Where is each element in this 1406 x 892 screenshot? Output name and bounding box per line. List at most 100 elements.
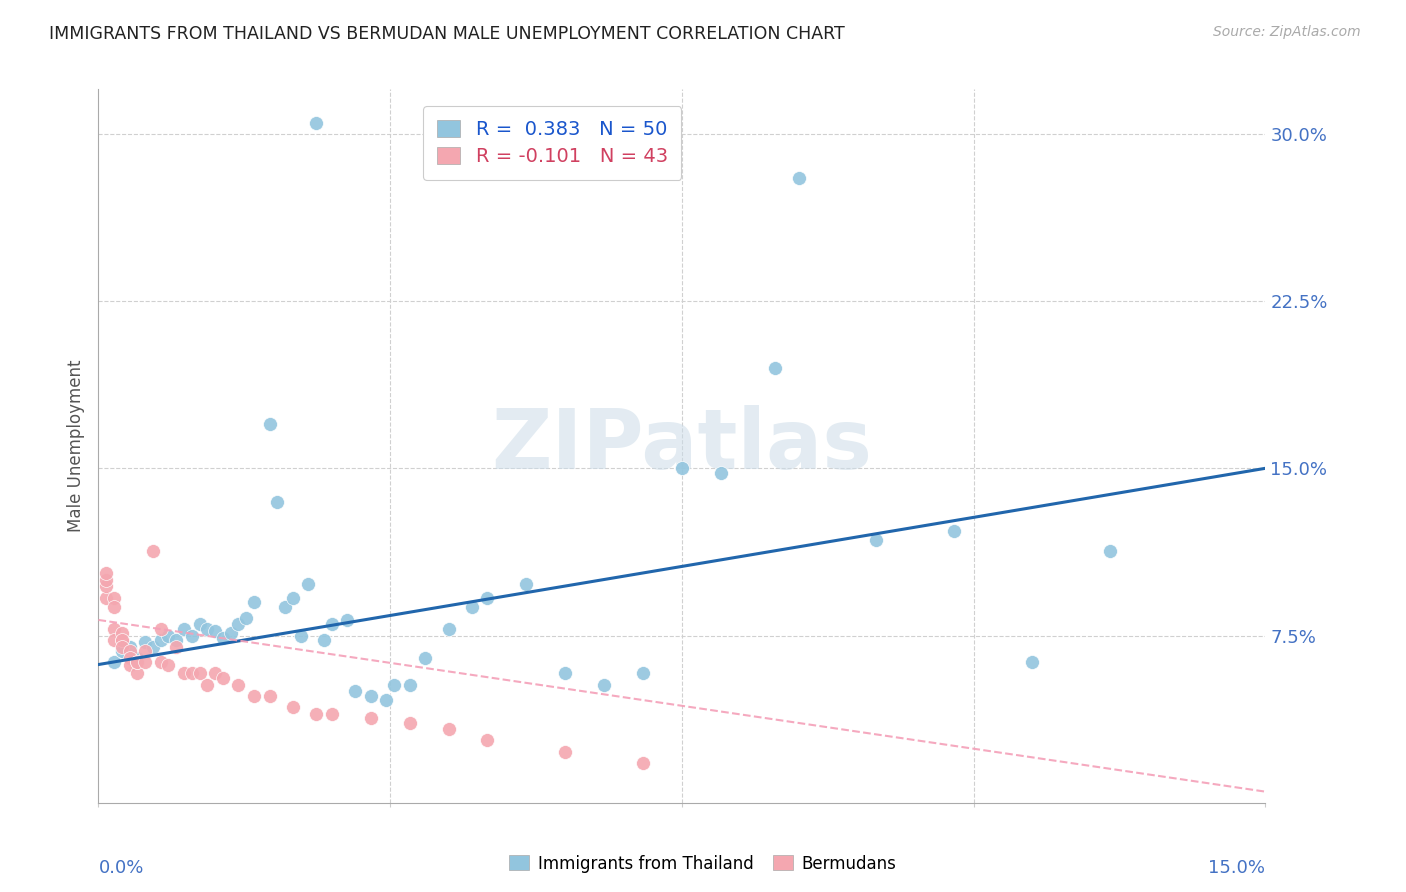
Point bbox=[165, 640, 187, 654]
Point bbox=[865, 533, 887, 547]
Point bbox=[142, 640, 165, 654]
Point bbox=[111, 633, 134, 648]
Point bbox=[127, 655, 149, 669]
Point bbox=[477, 591, 499, 605]
Point bbox=[321, 617, 343, 632]
Point bbox=[1021, 655, 1043, 669]
Point bbox=[259, 417, 281, 431]
Point bbox=[212, 631, 235, 645]
Point bbox=[134, 655, 156, 669]
Point bbox=[157, 628, 180, 642]
Point bbox=[212, 671, 235, 685]
Point bbox=[461, 599, 484, 614]
Point bbox=[118, 644, 141, 658]
Point bbox=[228, 678, 250, 692]
Point bbox=[103, 655, 125, 669]
Point bbox=[281, 699, 304, 714]
Legend: Immigrants from Thailand, Bermudans: Immigrants from Thailand, Bermudans bbox=[503, 848, 903, 880]
Point bbox=[134, 635, 156, 649]
Point bbox=[235, 610, 257, 624]
Point bbox=[127, 651, 149, 665]
Point bbox=[382, 678, 405, 692]
Point bbox=[149, 633, 172, 648]
Point bbox=[290, 628, 312, 642]
Point bbox=[96, 573, 118, 587]
Point bbox=[111, 626, 134, 640]
Point bbox=[127, 666, 149, 681]
Text: IMMIGRANTS FROM THAILAND VS BERMUDAN MALE UNEMPLOYMENT CORRELATION CHART: IMMIGRANTS FROM THAILAND VS BERMUDAN MAL… bbox=[49, 25, 845, 43]
Point bbox=[103, 599, 125, 614]
Point bbox=[188, 666, 211, 681]
Point bbox=[243, 595, 266, 609]
Point bbox=[305, 706, 328, 721]
Point bbox=[173, 666, 195, 681]
Point bbox=[195, 678, 218, 692]
Point bbox=[554, 666, 576, 681]
Point bbox=[398, 678, 420, 692]
Point bbox=[195, 622, 218, 636]
Point bbox=[127, 655, 149, 669]
Text: 0.0%: 0.0% bbox=[98, 858, 143, 877]
Point bbox=[274, 599, 297, 614]
Point bbox=[180, 628, 202, 642]
Point bbox=[281, 591, 304, 605]
Point bbox=[149, 655, 172, 669]
Point bbox=[710, 466, 733, 480]
Point bbox=[437, 723, 460, 737]
Point bbox=[344, 684, 367, 698]
Point bbox=[1098, 543, 1121, 558]
Point bbox=[180, 666, 202, 681]
Point bbox=[118, 640, 141, 654]
Point bbox=[593, 678, 616, 692]
Point bbox=[398, 715, 420, 730]
Point bbox=[96, 566, 118, 581]
Point bbox=[477, 733, 499, 747]
Point bbox=[413, 651, 436, 665]
Point bbox=[763, 360, 786, 375]
Point bbox=[787, 171, 810, 186]
Text: 15.0%: 15.0% bbox=[1208, 858, 1265, 877]
Point bbox=[219, 626, 242, 640]
Point bbox=[360, 711, 382, 725]
Point bbox=[103, 622, 125, 636]
Point bbox=[243, 689, 266, 703]
Point bbox=[103, 591, 125, 605]
Point bbox=[321, 706, 343, 721]
Point bbox=[188, 617, 211, 632]
Point bbox=[259, 689, 281, 703]
Point bbox=[134, 644, 156, 658]
Text: ZIPatlas: ZIPatlas bbox=[492, 406, 872, 486]
Point bbox=[157, 657, 180, 672]
Point bbox=[631, 666, 654, 681]
Point bbox=[103, 633, 125, 648]
Point bbox=[111, 644, 134, 658]
Point bbox=[111, 633, 134, 648]
Point bbox=[943, 524, 966, 538]
Point bbox=[118, 657, 141, 672]
Point bbox=[375, 693, 398, 707]
Point bbox=[149, 622, 172, 636]
Point bbox=[360, 689, 382, 703]
Point bbox=[96, 591, 118, 605]
Y-axis label: Male Unemployment: Male Unemployment bbox=[66, 359, 84, 533]
Point bbox=[165, 633, 187, 648]
Point bbox=[142, 543, 165, 558]
Point bbox=[228, 617, 250, 632]
Point bbox=[297, 577, 319, 591]
Point bbox=[336, 613, 359, 627]
Point bbox=[631, 756, 654, 770]
Point bbox=[671, 461, 693, 475]
Point bbox=[204, 666, 226, 681]
Point bbox=[96, 580, 118, 594]
Point bbox=[515, 577, 537, 591]
Point bbox=[173, 622, 195, 636]
Point bbox=[437, 622, 460, 636]
Point bbox=[118, 651, 141, 665]
Text: Source: ZipAtlas.com: Source: ZipAtlas.com bbox=[1213, 25, 1361, 39]
Point bbox=[305, 115, 328, 129]
Point bbox=[554, 744, 576, 758]
Point bbox=[111, 640, 134, 654]
Legend: R =  0.383   N = 50, R = -0.101   N = 43: R = 0.383 N = 50, R = -0.101 N = 43 bbox=[423, 106, 682, 180]
Point bbox=[266, 494, 288, 508]
Point bbox=[312, 633, 335, 648]
